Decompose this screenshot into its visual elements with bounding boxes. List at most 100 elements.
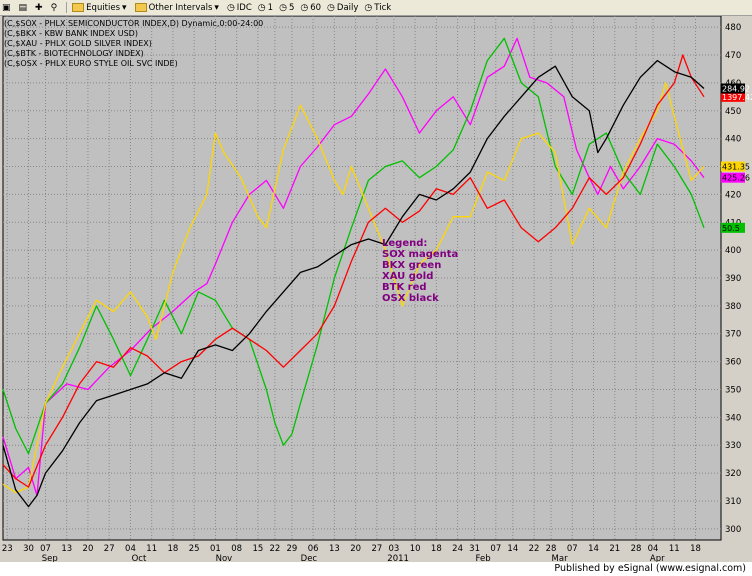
- x-month-label: Oct: [132, 554, 147, 562]
- x-tick-label: 30: [23, 544, 34, 554]
- series-value-label: 431.35: [722, 163, 750, 172]
- x-month-label: Dec: [301, 554, 318, 562]
- series-line-osx: [2, 59, 705, 508]
- series-value-label: 284.92: [722, 84, 750, 93]
- chart-title-line: (C,$SOX - PHLX SEMICONDUCTOR INDEX,D) Dy…: [4, 19, 263, 28]
- y-tick-label: 320: [725, 469, 741, 479]
- x-tick-label: 22: [269, 544, 280, 554]
- x-tick-label: 21: [609, 544, 620, 554]
- new-chart-icon[interactable]: ▣: [2, 2, 11, 13]
- x-tick-label: 18: [168, 544, 179, 554]
- x-tick-label: 14: [507, 544, 518, 554]
- search-icon[interactable]: ⚲: [50, 2, 58, 13]
- series-line-sox: [2, 37, 705, 497]
- x-month-label: Sep: [42, 554, 58, 562]
- y-tick-label: 380: [725, 302, 741, 312]
- x-tick-label: 27: [371, 544, 382, 554]
- series-value-tag: [721, 83, 745, 94]
- x-month-label: Nov: [216, 554, 233, 562]
- series-line-bkx: [2, 37, 705, 455]
- x-tick-label: 18: [431, 544, 442, 554]
- chart-title-line: (C,$BKX - KBW BANK INDEX USD): [4, 29, 138, 38]
- x-tick-label: 11: [669, 544, 680, 554]
- clock-icon: ◷: [257, 2, 266, 13]
- y-tick-label: 390: [725, 274, 741, 284]
- x-month-label: 2011: [387, 554, 409, 562]
- x-tick-label: 10: [410, 544, 421, 554]
- add-icon[interactable]: ✚: [35, 2, 43, 13]
- legend-item: SOX magenta: [382, 249, 458, 260]
- open-icon[interactable]: ▤: [18, 2, 28, 13]
- toolbar-divider: [66, 2, 68, 13]
- chevron-down-icon: ▾: [122, 2, 127, 13]
- interval-5[interactable]: ◷ 5: [279, 2, 295, 13]
- x-tick-label: 15: [252, 544, 263, 554]
- y-tick-label: 310: [725, 497, 741, 507]
- interval-1[interactable]: ◷ 1: [257, 2, 274, 13]
- x-tick-label: 07: [567, 544, 578, 554]
- legend-item: OSX black: [382, 293, 439, 304]
- clock-icon: ◷: [327, 2, 335, 13]
- x-tick-label: 24: [452, 544, 463, 554]
- x-tick-label: 04: [125, 544, 136, 554]
- legend-title: Legend:: [382, 238, 427, 249]
- chart-title-line: (C,$XAU - PHLX GOLD SILVER INDEX): [4, 39, 152, 48]
- interval-60[interactable]: ◷ 60: [300, 2, 322, 13]
- x-tick-label: 18: [690, 544, 701, 554]
- y-tick-label: 440: [725, 135, 741, 145]
- chart-title-line: (C,$BTK - BIOTECHNOLOGY INDEX): [4, 49, 144, 58]
- y-tick-label: 340: [725, 413, 741, 423]
- series-value-tag: [721, 161, 745, 172]
- y-tick-label: 300: [725, 525, 741, 535]
- x-tick-label: 13: [61, 544, 72, 554]
- series-value-tag: [721, 222, 745, 233]
- x-tick-label: 29: [286, 544, 297, 554]
- x-month-label: Apr: [650, 554, 665, 562]
- x-tick-label: 03: [388, 544, 399, 554]
- x-tick-label: 13: [329, 544, 340, 554]
- x-tick-label: 11: [146, 544, 157, 554]
- footer: Published by eSignal (www.esignal.com): [0, 562, 752, 576]
- x-tick-label: 06: [308, 544, 319, 554]
- series-value-tag: [721, 91, 745, 102]
- interval-idc[interactable]: ◷ IDC: [226, 2, 252, 13]
- x-tick-label: 31: [469, 544, 480, 554]
- x-tick-label: 28: [546, 544, 557, 554]
- legend-item: BKX green: [382, 260, 441, 271]
- series-value-label: 425.26: [722, 174, 750, 183]
- y-tick-label: 360: [725, 358, 741, 368]
- chart-title-line: (C,$OSX - PHLX EURO STYLE OIL SVC INDE): [4, 59, 178, 68]
- clock-icon: ◷: [226, 2, 235, 13]
- legend-item: XAU gold: [382, 271, 433, 282]
- x-tick-label: 08: [231, 544, 242, 554]
- interval-daily[interactable]: ◷ Daily: [327, 2, 359, 13]
- x-tick-label: 25: [189, 544, 200, 554]
- other-intervals-menu[interactable]: Other Intervals ▾: [133, 3, 221, 13]
- series-value-label: 50.5: [722, 224, 740, 233]
- series-line-xau: [2, 82, 705, 494]
- x-tick-label: 07: [490, 544, 501, 554]
- x-tick-label: 14: [588, 544, 599, 554]
- x-tick-label: 28: [631, 544, 642, 554]
- series-value-tag: [721, 172, 745, 183]
- x-tick-label: 01: [210, 544, 221, 554]
- y-tick-label: 470: [725, 51, 741, 61]
- x-month-label: Feb: [476, 554, 491, 562]
- y-tick-label: 420: [725, 190, 741, 200]
- chevron-down-icon: ▾: [214, 2, 219, 13]
- x-tick-label: 23: [2, 544, 13, 554]
- clock-icon: ◷: [300, 2, 309, 13]
- y-tick-label: 480: [725, 23, 741, 33]
- y-tick-label: 370: [725, 330, 741, 340]
- chart[interactable]: 3003103203303403503603703803904004104204…: [0, 16, 752, 562]
- x-month-label: Mar: [552, 554, 569, 562]
- x-tick-label: 07: [40, 544, 51, 554]
- clock-icon: ◷: [279, 2, 287, 13]
- equities-menu[interactable]: Equities ▾: [70, 3, 128, 13]
- interval-tick[interactable]: ◷ Tick: [364, 2, 392, 13]
- x-tick-label: 04: [648, 544, 659, 554]
- plot-area: [2, 16, 722, 541]
- y-tick-label: 350: [725, 385, 741, 395]
- legend-item: BTK red: [382, 282, 427, 293]
- series-value-label: 1397.42: [722, 93, 752, 102]
